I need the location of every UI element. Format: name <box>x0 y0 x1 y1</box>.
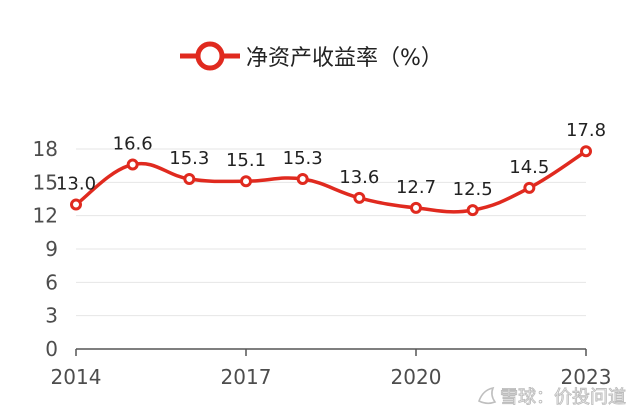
watermark: 雪球：价投问道 <box>478 386 626 408</box>
data-label: 13.0 <box>56 174 96 195</box>
data-label: 14.5 <box>509 157 549 178</box>
data-label: 15.3 <box>283 148 323 169</box>
data-label: 15.1 <box>226 150 266 171</box>
data-point[interactable] <box>240 175 252 188</box>
y-tick-label: 0 <box>45 337 58 361</box>
y-tick-label: 3 <box>45 304 58 328</box>
data-point[interactable] <box>126 158 139 171</box>
data-point[interactable] <box>410 201 422 214</box>
legend[interactable]: 净资产收益率（%） <box>180 41 443 71</box>
data-points <box>70 145 592 217</box>
data-labels: 13.0 16.6 15.3 15.1 15.3 13.6 12.7 12.5 14.5 17.8 <box>56 120 606 200</box>
x-tick-label: 2014 <box>51 365 102 389</box>
data-point[interactable] <box>466 204 479 217</box>
data-point[interactable] <box>183 173 196 185</box>
data-point[interactable] <box>296 173 309 185</box>
data-label: 16.6 <box>113 134 153 155</box>
y-tick-label: 9 <box>45 237 58 261</box>
data-label: 13.6 <box>339 167 379 188</box>
data-label: 17.8 <box>566 120 606 141</box>
x-tick-label: 2020 <box>391 365 442 389</box>
watermark-logo-icon <box>478 386 497 405</box>
series-line-path <box>74 149 588 214</box>
legend-label: 净资产收益率（%） <box>246 46 443 71</box>
series-line <box>74 149 588 214</box>
x-tick-label: 2023 <box>561 365 612 389</box>
data-point[interactable] <box>70 198 82 211</box>
data-point[interactable] <box>523 181 536 194</box>
y-tick-label: 12 <box>33 204 58 228</box>
data-point[interactable] <box>353 191 366 204</box>
data-label: 12.7 <box>396 177 436 198</box>
gridlines <box>76 148 586 350</box>
x-axis: 2014 2017 2020 2023 <box>51 348 612 389</box>
y-tick-label: 15 <box>33 170 58 194</box>
legend-marker-icon <box>195 41 225 71</box>
y-axis-ticks: 0 3 6 9 12 15 18 <box>33 137 58 361</box>
y-tick-label: 18 <box>33 137 58 161</box>
data-label: 15.3 <box>169 148 209 169</box>
data-label: 12.5 <box>453 179 493 200</box>
watermark-text: 雪球：价投问道 <box>500 387 626 408</box>
data-point[interactable] <box>580 145 592 158</box>
y-tick-label: 6 <box>45 270 58 294</box>
x-tick-label: 2017 <box>221 365 272 389</box>
